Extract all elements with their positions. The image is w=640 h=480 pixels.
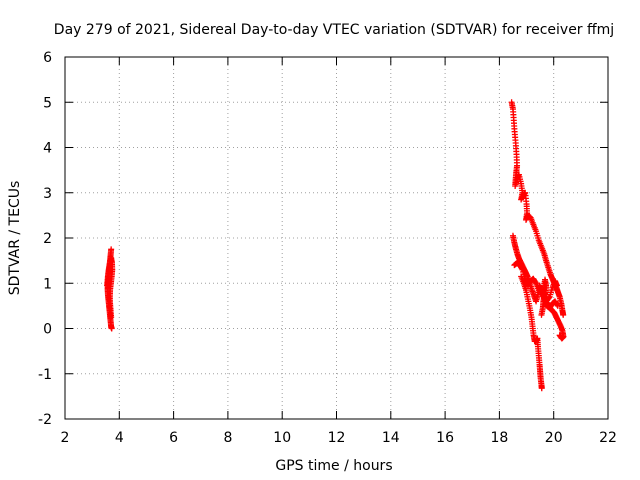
y-tick-label: 1 xyxy=(43,276,52,292)
y-tick-label: 0 xyxy=(43,322,52,338)
chart-title: Day 279 of 2021, Sidereal Day-to-day VTE… xyxy=(54,22,614,38)
x-tick-label: 12 xyxy=(328,430,346,446)
y-tick-label: 2 xyxy=(43,231,52,247)
y-tick-label: -2 xyxy=(38,412,52,428)
x-axis-label: GPS time / hours xyxy=(275,458,392,474)
grid-lines xyxy=(65,57,608,419)
x-tick-label: 18 xyxy=(490,430,508,446)
data-point xyxy=(538,385,545,392)
data-point xyxy=(518,265,525,272)
x-tick-label: 2 xyxy=(61,430,70,446)
x-tick-label: 6 xyxy=(169,430,178,446)
x-tick-label: 14 xyxy=(382,430,400,446)
y-tick-label: 4 xyxy=(43,141,52,157)
y-tick-label: 5 xyxy=(43,95,52,111)
data-point xyxy=(108,325,115,332)
y-axis-label: SDTVAR / TECUs xyxy=(7,181,23,296)
x-tick-labels: 2 4 6 8 10 12 14 16 18 20 22 xyxy=(61,430,617,446)
data-point xyxy=(556,332,563,339)
x-tick-label: 4 xyxy=(115,430,124,446)
data-point xyxy=(554,301,561,308)
tick-marks xyxy=(64,56,609,420)
data-point xyxy=(554,302,561,309)
data-point xyxy=(545,294,552,301)
x-tick-label: 8 xyxy=(223,430,232,446)
y-tick-label: 3 xyxy=(43,186,52,202)
data-point xyxy=(108,314,115,321)
x-tick-label: 22 xyxy=(599,430,617,446)
data-point xyxy=(553,282,560,289)
x-tick-label: 10 xyxy=(273,430,291,446)
x-tick-label: 20 xyxy=(545,430,563,446)
x-tick-label: 16 xyxy=(436,430,454,446)
y-tick-labels: 6 5 4 3 2 1 0 -1 -2 xyxy=(38,50,52,428)
y-tick-label: -1 xyxy=(38,367,52,383)
data-points xyxy=(104,99,567,392)
y-tick-label: 6 xyxy=(43,50,52,66)
data-point xyxy=(560,311,567,318)
